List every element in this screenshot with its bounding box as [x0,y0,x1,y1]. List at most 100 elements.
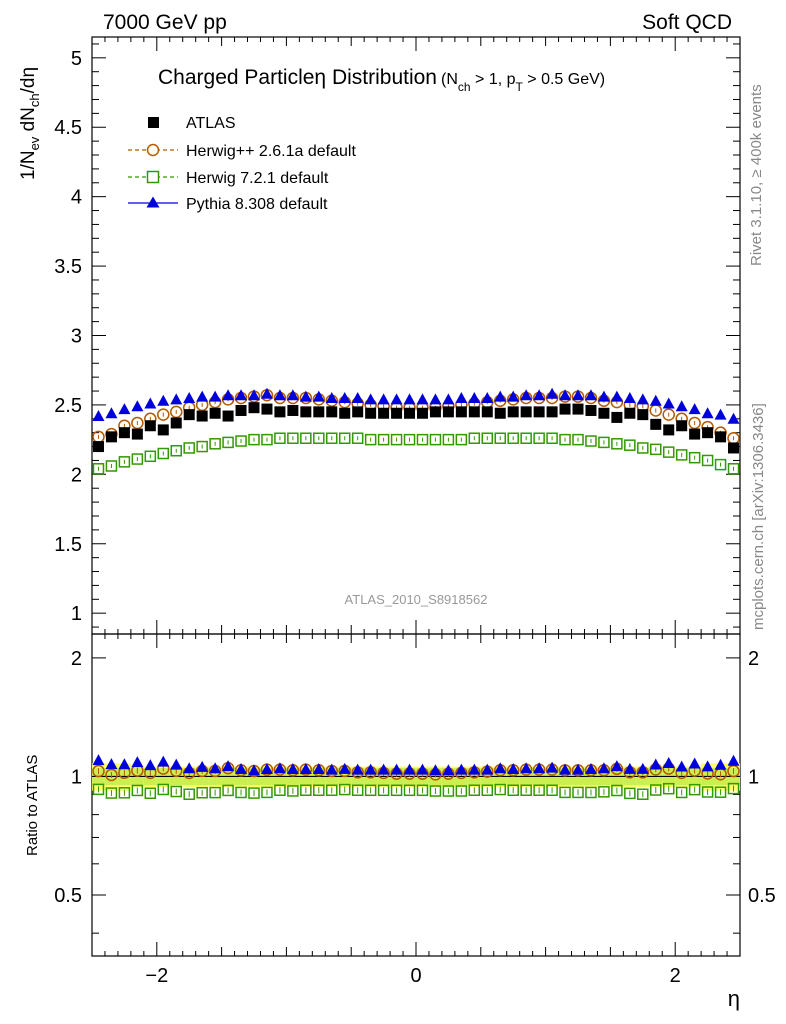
ratio-point-pythia-8-308-default [442,764,455,776]
ratio-point-pythia-8-308-default [338,762,351,774]
ratio-tick-label-right: 2 [748,648,759,670]
ratio-point-herwig-7-2-1-default [377,784,390,797]
point-herwig-7-2-1-default [351,432,364,444]
y-tick-label: 4 [71,187,82,209]
energy-label: 7000 GeV pp [103,11,227,34]
ratio-point-herwig-7-2-1-default [287,785,299,797]
ratio-point-herwig-7-2-1-default [727,782,740,795]
rivet-label: Rivet 3.1.10, ≥ 400k events [748,84,765,266]
point-herwig-2-6-1a-default [688,416,701,430]
ratio-tick-label: 2 [71,648,82,670]
ratio-point-herwig-7-2-1-default [507,784,519,797]
point-pythia-8-308-default [273,389,286,401]
ratio-point-herwig-7-2-1-default [261,786,273,799]
point-atlas [650,418,662,430]
point-herwig-7-2-1-default [209,438,221,450]
point-atlas [468,406,480,418]
ratio-point-herwig-7-2-1-default [624,787,636,800]
point-pythia-8-308-default [364,393,377,405]
y-axis-label-a-sub: ev [27,136,42,150]
ratio-point-pythia-8-308-default [377,763,390,775]
ratio-point-pythia-8-308-default [299,762,312,774]
point-atlas [728,442,740,454]
ratio-point-pythia-8-308-default [403,763,416,775]
point-herwig-7-2-1-default [326,432,338,444]
legend-label-herwigpp: Herwig++ 2.6.1a default [186,143,356,160]
mcplots-label: mcplots.cern.ch [arXiv:1306.3436] [750,403,767,630]
point-atlas [287,404,299,416]
point-atlas [611,411,623,423]
point-herwig-7-2-1-default [520,432,532,444]
point-pythia-8-308-default [572,389,584,401]
analysis-watermark: ATLAS_2010_S8918562 [345,592,488,607]
point-herwig-7-2-1-default [403,433,416,446]
ratio-point-herwig-7-2-1-default [235,786,247,799]
ratio-point-herwig-7-2-1-default [468,784,481,797]
point-herwig-7-2-1-default [183,442,195,454]
ratio-point-herwig-7-2-1-default [650,784,662,796]
point-herwig-7-2-1-default [662,446,675,458]
ratio-point-herwig-7-2-1-default [105,787,118,799]
ratio-point-herwig-7-2-1-default [611,784,623,797]
chart-title-main: Charged Particle [158,66,314,89]
legend-label-atlas: ATLAS [186,115,236,132]
ratio-point-pythia-8-308-default [688,757,701,769]
ratio-point-pythia-8-308-default [559,763,572,775]
point-herwig-2-6-1a-default [662,408,675,421]
ratio-point-herwig-7-2-1-default [455,785,468,797]
ratio-point-herwig-7-2-1-default [390,784,403,797]
ratio-point-herwig-7-2-1-default [688,783,701,796]
point-herwig-7-2-1-default [468,432,481,444]
point-atlas [585,404,597,416]
point-pythia-8-308-default [727,412,740,424]
point-atlas [300,406,312,418]
x-tick-label: 2 [670,965,681,987]
ratio-point-herwig-7-2-1-default [300,784,312,797]
point-atlas [546,406,558,418]
ratio-point-herwig-7-2-1-default [222,784,234,797]
y-axis-label: 1/Nev dNch/dη [18,67,42,180]
ratio-point-herwig-2-6-1a-default [92,764,105,778]
ratio-point-pythia-8-308-default [455,763,468,775]
point-herwig-7-2-1-default [675,449,688,461]
point-herwig-7-2-1-default [235,435,247,447]
point-herwig-7-2-1-default [300,432,312,444]
point-atlas [494,407,506,419]
point-atlas [235,404,247,416]
point-herwig-7-2-1-default [274,432,286,444]
point-herwig-7-2-1-default [364,433,377,446]
point-atlas [676,420,688,432]
ratio-y-axis-label: Ratio to ATLAS [24,755,41,856]
ratio-point-herwig-7-2-1-default [131,784,144,797]
point-pythia-8-308-default [286,389,299,401]
ratio-point-herwig-7-2-1-default [196,787,208,799]
point-pythia-8-308-default [649,394,662,406]
point-atlas [157,424,169,436]
ratio-point-herwig-7-2-1-default [144,787,157,800]
chart-title-cut-open: (N [441,71,458,88]
point-atlas [455,406,467,418]
point-herwig-7-2-1-default [196,440,208,453]
x-tick-label: 0 [410,965,421,987]
ratio-point-herwig-7-2-1-default [481,784,494,797]
y-tick-label: 5 [71,48,82,70]
point-pythia-8-308-default [131,400,144,412]
point-herwig-7-2-1-default [546,432,558,444]
point-pythia-8-308-default [170,393,183,405]
point-atlas [481,406,493,418]
ratio-point-herwig-7-2-1-default [572,786,584,799]
x-axis-label: η [728,986,740,1011]
ratio-point-pythia-8-308-default [429,764,442,776]
ratio-point-herwig-7-2-1-default [92,783,105,796]
ratio-point-pythia-8-308-default [701,760,714,772]
point-pythia-8-308-default [597,390,610,402]
legend-marker-pythia [146,196,160,208]
point-atlas [702,427,714,439]
series-layer [92,387,740,475]
y-tick-label: 2.5 [54,395,82,417]
point-pythia-8-308-default [377,393,390,405]
point-pythia-8-308-default [235,389,248,401]
ratio-point-herwig-7-2-1-default [675,786,688,799]
point-pythia-8-308-default [714,408,727,420]
ratio-point-pythia-8-308-default [494,762,507,774]
